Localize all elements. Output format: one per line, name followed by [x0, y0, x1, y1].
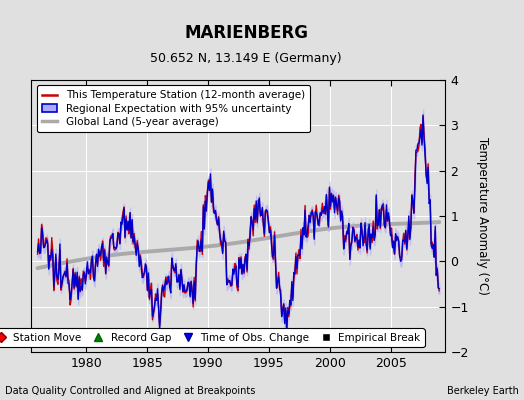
- Legend: Station Move, Record Gap, Time of Obs. Change, Empirical Break: Station Move, Record Gap, Time of Obs. C…: [0, 328, 424, 347]
- Text: MARIENBERG: MARIENBERG: [184, 24, 308, 42]
- Text: Berkeley Earth: Berkeley Earth: [447, 386, 519, 396]
- Text: Data Quality Controlled and Aligned at Breakpoints: Data Quality Controlled and Aligned at B…: [5, 386, 256, 396]
- Text: 50.652 N, 13.149 E (Germany): 50.652 N, 13.149 E (Germany): [150, 52, 342, 65]
- Y-axis label: Temperature Anomaly (°C): Temperature Anomaly (°C): [476, 137, 488, 295]
